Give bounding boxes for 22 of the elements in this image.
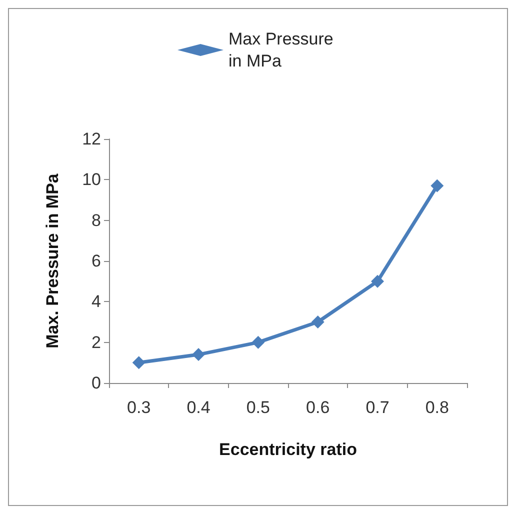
y-tick-label: 0: [92, 374, 101, 392]
y-tick-label: 8: [92, 210, 101, 230]
x-tick-label: 0.3: [127, 398, 151, 417]
point: [132, 356, 146, 370]
point: [430, 179, 444, 192]
point: [252, 336, 265, 349]
y-axis-title: Max. Pressure in MPa: [43, 173, 62, 348]
point: [192, 348, 205, 362]
point: [371, 274, 384, 288]
y-tick-label: 4: [92, 292, 101, 312]
y-tick-label: 12: [82, 130, 101, 148]
x-tick-label: 0.5: [246, 398, 270, 417]
point: [311, 316, 324, 328]
x-tick-label: 0.8: [425, 398, 449, 417]
y-tick-label: 2: [92, 332, 101, 352]
x-tick-label: 0.7: [366, 398, 390, 417]
x-tick-label: 0.6: [306, 398, 330, 417]
x-tick-label: 0.4: [186, 398, 210, 417]
y-tick-label: 10: [82, 170, 101, 190]
legend-label: Max Pressure in MPa: [228, 30, 338, 70]
x-axis-title: Eccentricity ratio: [219, 440, 357, 459]
y-tick-label: 6: [92, 252, 101, 270]
